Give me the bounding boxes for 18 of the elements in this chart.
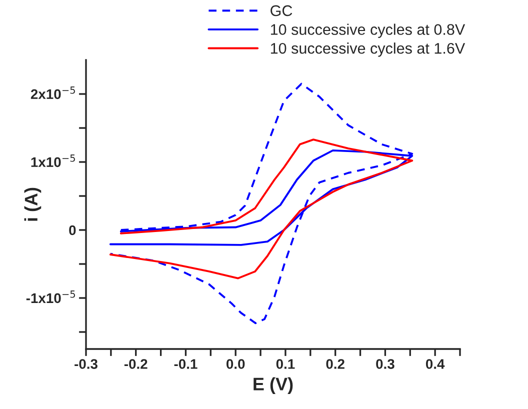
x-tick-label: -0.1 [174, 359, 198, 369]
y-axis-title: i (A) [24, 188, 42, 221]
legend-label: 10 successive cycles at 0.8V [270, 24, 466, 38]
line-series [109, 138, 414, 280]
x-tick-label: 0.1 [276, 359, 295, 369]
x-tick-label: 0.0 [226, 359, 245, 369]
y-tick-label: 0 [69, 225, 76, 236]
x-tick-label: -0.3 [74, 359, 98, 369]
x-tick-label: -0.2 [124, 359, 148, 369]
legend-label: 10 successive cycles at 1.6V [270, 42, 466, 57]
x-tick-label: 0.4 [426, 359, 445, 369]
x-axis-title: E (V) [254, 377, 293, 394]
y-tick-label: 1x10$^{−5}$ [31, 154, 75, 168]
y-tick-label: 2x10$^{−5}$ [30, 86, 75, 100]
x-tick-label: 0.3 [376, 359, 394, 369]
y-tick-label: -1x10$^{−5}$ [26, 290, 75, 304]
legend-label: GC [270, 5, 292, 16]
x-tick-label: 0.2 [326, 359, 344, 369]
